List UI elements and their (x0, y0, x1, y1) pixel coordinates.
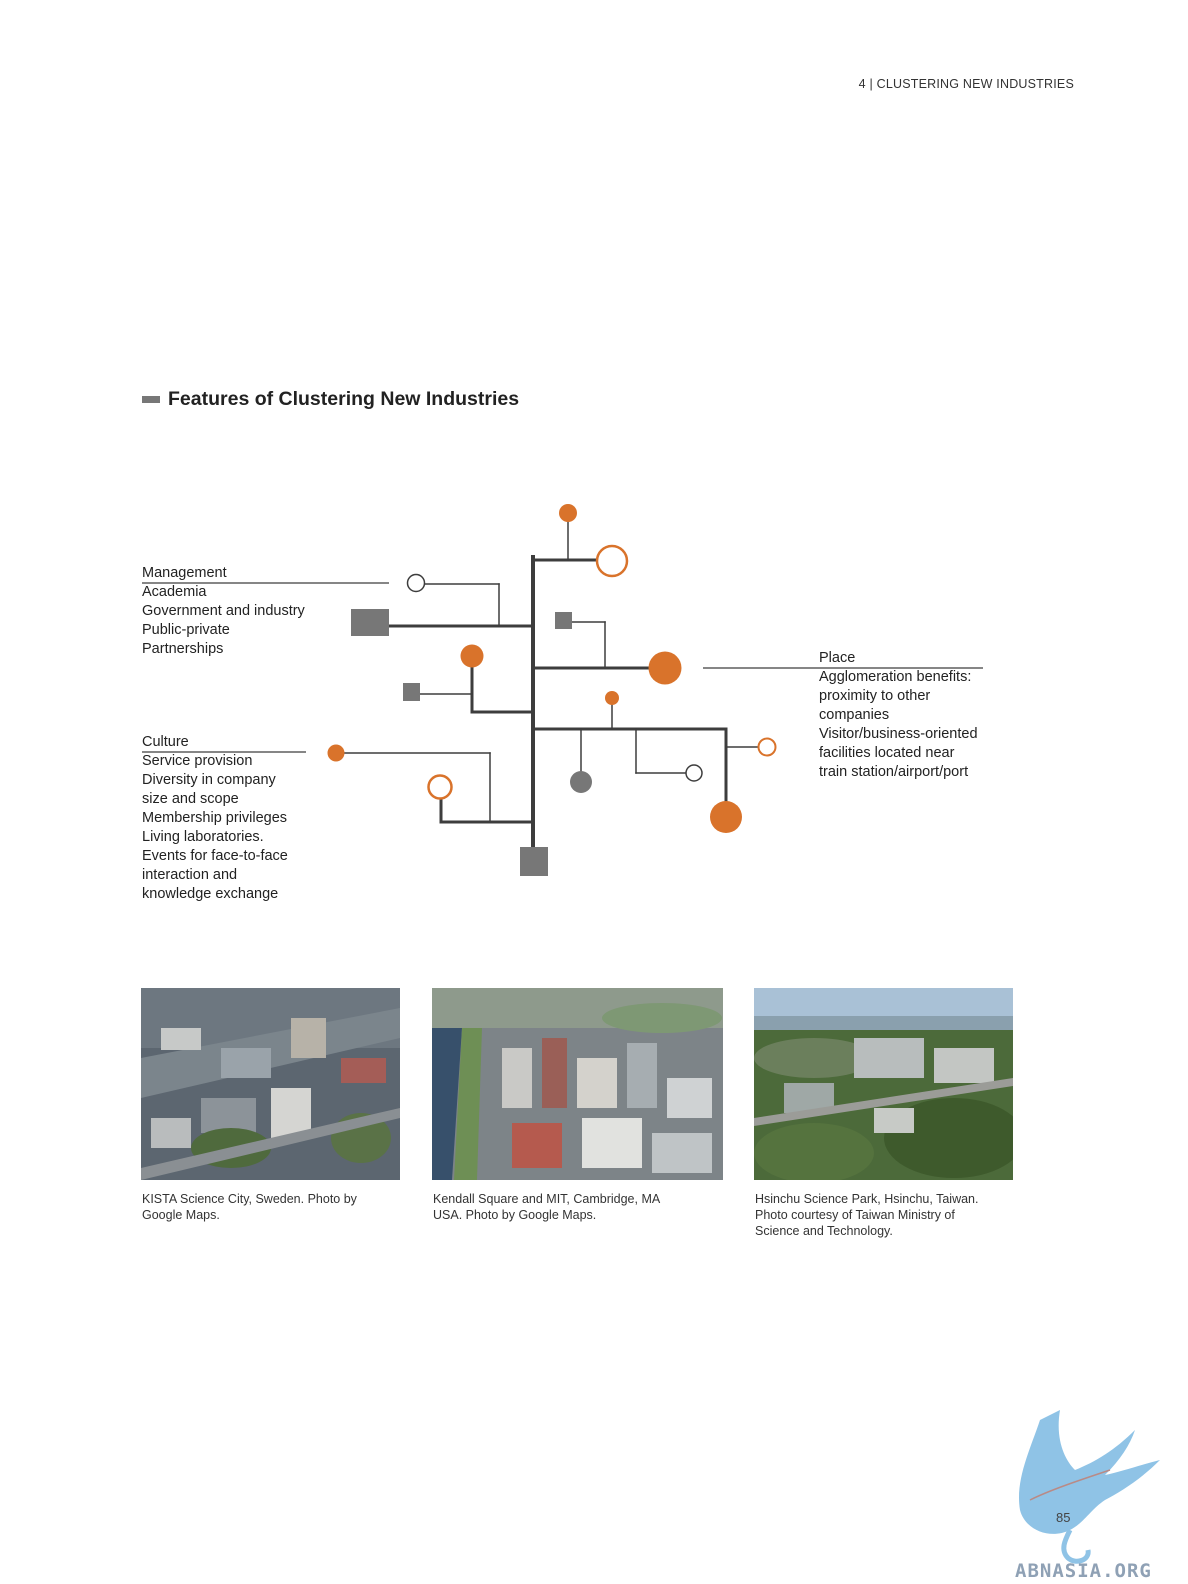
section-title: Features of Clustering New Industries (168, 388, 520, 410)
management-item: Partnerships (142, 641, 224, 657)
photo-kendall (432, 988, 723, 1180)
culture-item: Diversity in company (142, 772, 276, 788)
caption-line: KISTA Science City, Sweden. Photo by (142, 1192, 357, 1206)
caption-line: Hsinchu Science Park, Hsinchu, Taiwan. (755, 1192, 979, 1206)
culture-item: knowledge exchange (142, 886, 279, 902)
management-item: Public-private (142, 622, 230, 638)
management-item: Academia (142, 584, 207, 600)
cluster-tree-diagram (142, 504, 983, 876)
caption-line: Kendall Square and MIT, Cambridge, MA (433, 1192, 661, 1206)
watermark-text: ABNASIA.ORG (1015, 1560, 1152, 1582)
place-item: Agglomeration benefits: (819, 669, 972, 685)
gray-square-node (555, 612, 572, 629)
photo-caption-kista: KISTA Science City, Sweden. Photo by Goo… (142, 1191, 402, 1223)
orange-ring-node-small (757, 737, 777, 757)
open-circle-node (685, 764, 703, 782)
caption-line: USA. Photo by Google Maps. (433, 1208, 597, 1222)
gray-square-node-small (403, 683, 420, 701)
orange-dot-node (559, 504, 577, 522)
culture-label-block: Culture Service provision Diversity in c… (142, 733, 312, 904)
caption-line: Science and Technology. (755, 1224, 893, 1238)
open-circle-node (406, 573, 426, 593)
culture-item: Living laboratories. (142, 829, 264, 845)
orange-ring-node (595, 544, 629, 578)
culture-title: Culture (142, 734, 189, 750)
photo-kista (141, 988, 400, 1180)
culture-item: size and scope (142, 791, 239, 807)
orange-dot-node-small (605, 691, 619, 705)
photo-hsinchu (754, 988, 1013, 1180)
place-item: train station/airport/port (819, 764, 969, 780)
culture-item: Events for face-to-face (142, 848, 288, 864)
management-title: Management (142, 565, 227, 581)
management-item: Government and industry (142, 603, 305, 619)
orange-ring-node (427, 774, 453, 800)
griffin-logo-icon (1019, 1410, 1160, 1564)
gray-circle-node (570, 771, 592, 793)
caption-line: Photo courtesy of Taiwan Ministry of (755, 1208, 955, 1222)
culture-item: Service provision (142, 753, 253, 769)
place-item: facilities located near (819, 745, 955, 761)
section-marker (142, 396, 160, 403)
place-item: companies (819, 707, 890, 723)
caption-line: Google Maps. (142, 1208, 220, 1222)
gray-square-node-large (351, 609, 389, 636)
gray-square-node-root (520, 847, 548, 876)
place-item: Visitor/business-oriented (819, 726, 978, 742)
culture-item: Membership privileges (142, 810, 288, 826)
photo-caption-kendall: Kendall Square and MIT, Cambridge, MA US… (433, 1191, 723, 1223)
management-label-block: Management Academia Government and indus… (142, 564, 392, 659)
page-number: 85 (1056, 1510, 1071, 1525)
orange-dot-node (460, 644, 484, 668)
place-item: proximity to other (819, 688, 931, 704)
running-head: 4 | CLUSTERING NEW INDUSTRIES (858, 77, 1074, 91)
place-label-block: Place Agglomeration benefits: proximity … (819, 649, 994, 782)
orange-dot-node (327, 744, 345, 762)
photo-caption-hsinchu: Hsinchu Science Park, Hsinchu, Taiwan. P… (755, 1191, 1015, 1239)
orange-dot-node-large (648, 651, 682, 685)
section-header: Features of Clustering New Industries (142, 388, 519, 411)
orange-dot-node-large (710, 801, 742, 833)
culture-item: interaction and (142, 867, 238, 883)
place-title: Place (819, 650, 856, 666)
